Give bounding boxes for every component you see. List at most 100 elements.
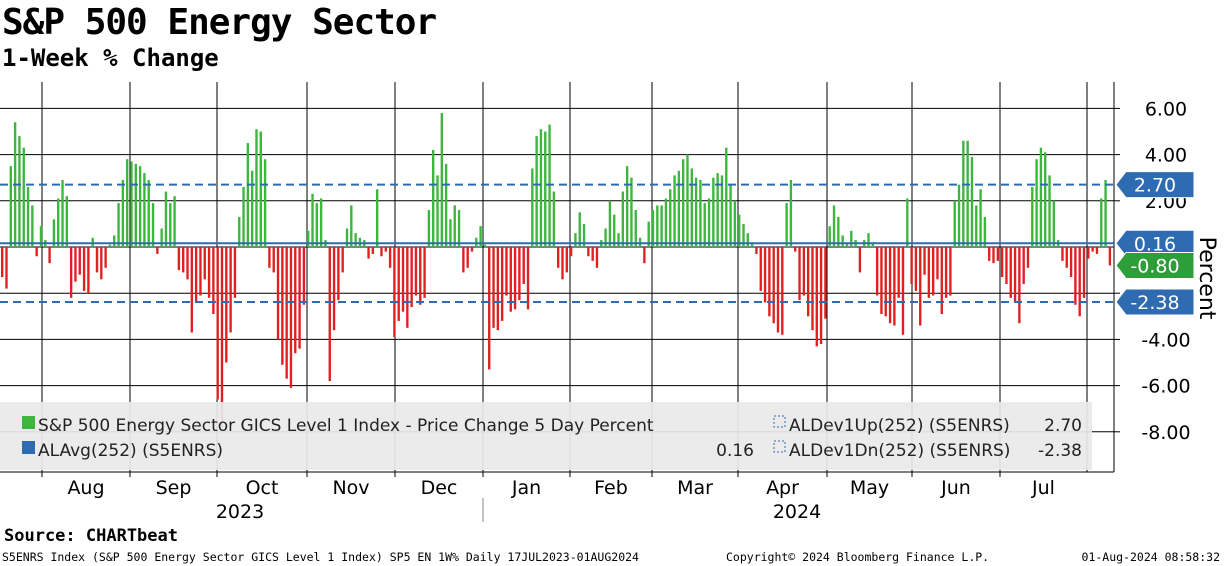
bar	[470, 247, 474, 252]
legend-down-value: -2.38	[1038, 441, 1082, 461]
bar	[759, 247, 762, 291]
bar	[544, 131, 547, 247]
bar	[884, 247, 887, 317]
bar	[22, 147, 25, 247]
value-tag	[1115, 288, 1195, 316]
bar	[169, 203, 172, 247]
bar	[281, 247, 284, 365]
x-tick-label: Feb	[594, 477, 628, 499]
bar	[578, 212, 581, 247]
bar	[694, 177, 698, 247]
bar	[806, 247, 810, 317]
bar	[785, 203, 788, 247]
bar	[681, 159, 685, 247]
bar	[832, 205, 836, 247]
bar	[819, 247, 823, 345]
bar	[841, 235, 844, 247]
legend-box	[0, 402, 1092, 470]
bar	[100, 247, 103, 280]
bar	[962, 140, 965, 247]
x-tick-label: Nov	[332, 477, 369, 499]
bar	[35, 247, 38, 257]
bar	[535, 136, 538, 247]
bar	[401, 247, 405, 312]
bar	[87, 247, 90, 294]
bar	[138, 166, 142, 247]
bar	[69, 247, 73, 298]
bar	[289, 247, 293, 388]
bar	[811, 247, 814, 331]
bar	[953, 200, 956, 247]
bar	[212, 247, 215, 314]
bar	[220, 247, 224, 428]
bar	[1022, 247, 1025, 284]
bar	[104, 247, 107, 268]
bar	[686, 154, 689, 247]
bar	[26, 186, 30, 247]
bar	[738, 214, 741, 247]
bar	[720, 175, 724, 247]
bar	[1039, 147, 1043, 247]
bar	[725, 147, 728, 247]
bar	[557, 247, 560, 268]
bar	[414, 247, 418, 296]
bar	[1095, 247, 1099, 254]
bar	[970, 156, 974, 247]
legend-down-label: ALDev1Dn(252) (S5ENRS)	[789, 441, 1010, 461]
bar	[931, 247, 935, 296]
chart-subtitle: 1-Week % Change	[2, 44, 219, 72]
bar	[242, 186, 245, 247]
bar	[944, 247, 948, 298]
bar	[845, 242, 849, 247]
bar	[742, 223, 745, 247]
year-label: 2023	[216, 501, 264, 523]
bar	[772, 247, 775, 324]
bar	[673, 175, 676, 247]
bar	[173, 196, 176, 247]
bar	[216, 247, 219, 400]
bar	[729, 184, 732, 247]
bar	[367, 247, 370, 259]
bar	[712, 177, 715, 247]
bar	[768, 247, 771, 317]
bar	[125, 159, 129, 247]
bar	[160, 228, 163, 247]
bar	[634, 210, 637, 247]
bar	[582, 223, 586, 247]
bar	[539, 129, 543, 247]
bar	[923, 247, 926, 275]
bar	[1078, 247, 1081, 317]
x-axis: Aug Sep Oct Nov Dec Jan Feb Mar Apr May Jun Jul 2023…	[41, 472, 1055, 523]
value-tags: 2.70 0.16-0.80 -2.38	[1115, 171, 1195, 316]
bar	[906, 198, 909, 247]
bar	[802, 247, 806, 296]
bar	[949, 247, 952, 296]
bar	[940, 247, 943, 314]
bar	[875, 247, 879, 296]
x-tick-label: Apr	[766, 477, 799, 499]
bar	[337, 247, 340, 301]
bar	[505, 247, 508, 296]
bar	[1013, 247, 1017, 303]
value-tag	[1115, 171, 1195, 199]
bar	[867, 233, 870, 247]
bar	[82, 247, 86, 291]
bar	[65, 196, 69, 247]
bar	[9, 166, 12, 247]
bar	[225, 247, 228, 363]
bar	[1061, 247, 1064, 261]
source-note: Source: CHARTbeat	[4, 526, 178, 546]
bar	[656, 205, 659, 247]
bar	[207, 247, 211, 298]
bar	[509, 247, 512, 312]
y-tick-label: 4.00	[1145, 145, 1187, 167]
bar	[375, 189, 379, 247]
bar	[755, 247, 758, 254]
bar	[561, 247, 564, 280]
bar	[548, 124, 551, 247]
bar	[263, 159, 267, 247]
bar	[647, 221, 650, 247]
value-tag-label: -2.38	[1130, 292, 1179, 314]
y-tick-label: -6.00	[1141, 376, 1190, 398]
footer-timestamp: 01-Aug-2024 08:58:32	[1081, 550, 1220, 564]
